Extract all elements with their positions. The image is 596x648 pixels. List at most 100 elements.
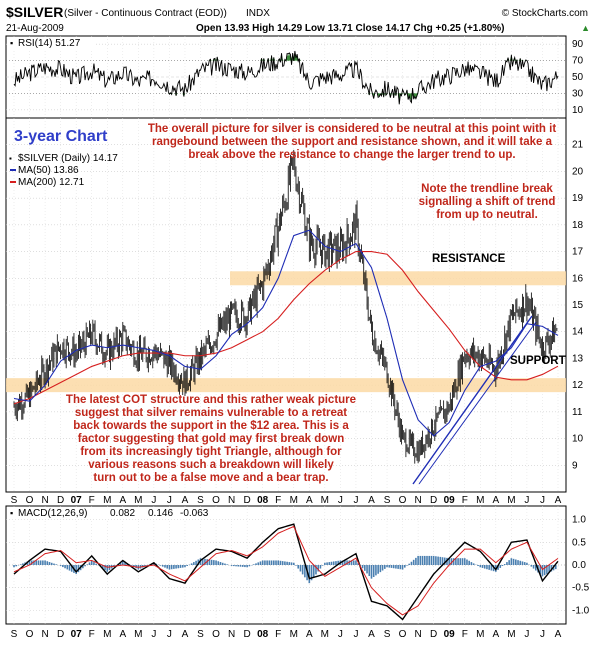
month-label: M xyxy=(476,495,484,506)
month-label: F xyxy=(89,495,95,506)
macd-tick-label: -0.5 xyxy=(572,583,590,594)
chart-ohlc-arrow: ▲ xyxy=(581,23,590,33)
chart-date: 21-Aug-2009 xyxy=(6,23,64,34)
macd-label: MACD(12,26,9) xyxy=(18,508,87,519)
trendline xyxy=(412,315,533,485)
month-label: J xyxy=(540,629,545,640)
rsi-tick-label: 10 xyxy=(572,105,584,116)
month-label: J xyxy=(540,495,545,506)
month-label: M xyxy=(103,629,111,640)
svg-text:signalling a shift of trend: signalling a shift of trend xyxy=(419,196,556,208)
rsi-tick-label: 70 xyxy=(572,56,584,67)
month-label: F xyxy=(89,629,95,640)
chart-exchange: INDX xyxy=(246,8,270,19)
month-label: D xyxy=(244,495,251,506)
price-tick-label: 19 xyxy=(572,193,584,204)
month-label: A xyxy=(555,495,562,506)
price-tick-label: 11 xyxy=(572,407,583,418)
support-label: SUPPORT xyxy=(510,355,566,367)
price-tick-label: 17 xyxy=(572,247,584,258)
month-label: D xyxy=(57,629,64,640)
rsi-line xyxy=(13,50,559,105)
note-right: Note the trendline break signalling a sh… xyxy=(419,183,556,221)
month-label: J xyxy=(167,629,172,640)
svg-text:Note the trendline break: Note the trendline break xyxy=(421,183,553,195)
note-bottom: The latest COT structure and this rather… xyxy=(66,394,356,484)
month-label: D xyxy=(430,495,437,506)
svg-text:factor suggesting that gold ma: factor suggesting that gold may first br… xyxy=(78,433,344,445)
month-label: M xyxy=(321,495,329,506)
macd-panel: ▪ MACD(12,26,9) 0.082 0.146 -0.063 1.0 0.… xyxy=(5,505,590,625)
rsi-overbought-fill xyxy=(207,50,529,61)
month-label: N xyxy=(228,495,235,506)
month-label: M xyxy=(290,495,298,506)
month-label: J xyxy=(524,495,529,506)
svg-text:The latest COT structure and t: The latest COT structure and this rather… xyxy=(66,394,356,406)
month-label: A xyxy=(306,629,313,640)
price-tick-label: 20 xyxy=(572,166,584,177)
svg-text:turn out to be a false move an: turn out to be a false move and a bear t… xyxy=(93,472,328,484)
month-label: A xyxy=(182,629,189,640)
month-label: J xyxy=(338,629,343,640)
month-label: 09 xyxy=(444,629,456,640)
month-label: D xyxy=(57,495,64,506)
svg-text:▪: ▪ xyxy=(9,154,12,163)
macd-value-2: 0.146 xyxy=(148,508,173,519)
month-label: O xyxy=(212,495,220,506)
price-panel: RESISTANCE SUPPORT $SILVER (Daily) 14.17… xyxy=(5,117,584,493)
macd-tick-label: 0.5 xyxy=(572,537,586,548)
month-label: M xyxy=(476,629,484,640)
macd-value-3: -0.063 xyxy=(180,508,209,519)
x-axis-bottom: S O N D 07 F M A M J J A S O N D 08 F M A M J J A S O N D 09 F M A M J J A xyxy=(11,629,562,640)
month-label: M xyxy=(507,629,515,640)
ma200-line xyxy=(13,251,559,405)
price-tick-label: 16 xyxy=(572,273,584,284)
month-label: 08 xyxy=(257,495,269,506)
month-label: S xyxy=(384,629,391,640)
svg-text:from its increasingly tight Tr: from its increasingly tight Triangle, al… xyxy=(80,446,342,458)
price-tick-label: 9 xyxy=(572,460,578,471)
price-tick-label: 18 xyxy=(572,220,584,231)
month-label: N xyxy=(41,495,48,506)
price-tick-label: 21 xyxy=(572,140,584,151)
resistance-label: RESISTANCE xyxy=(432,253,506,265)
svg-text:The overall picture for silver: The overall picture for silver is consid… xyxy=(148,123,556,135)
month-label: A xyxy=(368,495,375,506)
price-tick-label: 14 xyxy=(572,327,584,338)
support-zone xyxy=(6,378,566,393)
month-label: O xyxy=(212,629,220,640)
rsi-tick-label: 90 xyxy=(572,39,584,50)
macd-tick-label: 0.0 xyxy=(572,560,586,571)
month-label: N xyxy=(228,629,235,640)
month-label: O xyxy=(399,495,407,506)
note-top: The overall picture for silver is consid… xyxy=(148,123,556,161)
month-label: S xyxy=(197,495,204,506)
svg-text:various reasons such a breakdo: various reasons such a breakdown will li… xyxy=(88,459,334,471)
svg-text:suggest that silver remains vu: suggest that silver remains vulnerable t… xyxy=(75,407,347,419)
month-label: M xyxy=(134,495,142,506)
svg-text:from up to neutral.: from up to neutral. xyxy=(436,209,538,221)
month-label: N xyxy=(41,629,48,640)
month-label: A xyxy=(306,495,313,506)
chart-overlay-title: 3-year Chart xyxy=(14,128,108,145)
x-axis-top: S O N D 07 F M A M J J A S O N D 08 F M A M J J A S O N D 09 F M A M J J A xyxy=(11,495,562,506)
trendline-2 xyxy=(418,321,537,485)
month-label: O xyxy=(26,495,34,506)
month-label: A xyxy=(492,629,499,640)
resistance-zone xyxy=(230,271,566,286)
month-label: A xyxy=(492,495,499,506)
month-label: F xyxy=(275,629,281,640)
month-label: S xyxy=(197,629,204,640)
macd-signal-line xyxy=(13,525,559,616)
rsi-tick-label: 30 xyxy=(572,88,584,99)
svg-text:rangebound between the support: rangebound between the support and resis… xyxy=(152,136,553,148)
ma50-line xyxy=(13,229,559,437)
month-label: O xyxy=(26,629,34,640)
month-label: J xyxy=(353,629,358,640)
rsi-tick-label: 50 xyxy=(572,72,584,83)
legend-ma200: MA(200) 12.71 xyxy=(18,177,85,188)
month-label: N xyxy=(414,495,421,506)
macd-value-1: 0.082 xyxy=(110,508,135,519)
month-label: M xyxy=(321,629,329,640)
